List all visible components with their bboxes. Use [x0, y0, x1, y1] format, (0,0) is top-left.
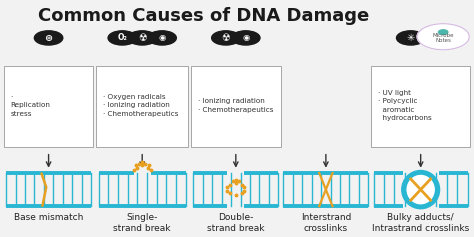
Text: ✳: ✳: [407, 33, 415, 43]
Ellipse shape: [418, 30, 432, 44]
Ellipse shape: [436, 34, 450, 49]
Text: O₂: O₂: [118, 33, 127, 42]
Ellipse shape: [445, 33, 459, 48]
Text: Microbe
Notes: Microbe Notes: [432, 33, 454, 43]
Circle shape: [34, 31, 63, 45]
Ellipse shape: [452, 32, 466, 46]
Ellipse shape: [454, 30, 469, 44]
Text: · UV light
· Polycyclic
  aromatic
  hydrocarbons: · UV light · Polycyclic aromatic hydroca…: [378, 90, 431, 121]
Text: · Ionizing radiation
· Chemotherapeutics: · Ionizing radiation · Chemotherapeutics: [198, 98, 273, 113]
Circle shape: [417, 24, 469, 50]
Circle shape: [232, 31, 260, 45]
Ellipse shape: [407, 175, 434, 204]
Circle shape: [148, 31, 176, 45]
Text: Bulky adducts/
Intrastrand crosslinks: Bulky adducts/ Intrastrand crosslinks: [372, 213, 469, 233]
FancyBboxPatch shape: [191, 66, 281, 147]
Circle shape: [438, 30, 448, 35]
Text: ☢: ☢: [138, 33, 146, 43]
Text: ◉: ◉: [242, 33, 249, 42]
Circle shape: [128, 31, 156, 45]
Ellipse shape: [420, 32, 435, 46]
FancyBboxPatch shape: [96, 66, 188, 147]
FancyBboxPatch shape: [371, 66, 470, 147]
Circle shape: [108, 31, 137, 45]
Circle shape: [211, 31, 240, 45]
Text: ⊗: ⊗: [427, 33, 435, 43]
Text: Common Causes of DNA Damage: Common Causes of DNA Damage: [38, 7, 369, 25]
Text: Interstrand
crosslinks: Interstrand crosslinks: [301, 213, 351, 233]
Ellipse shape: [420, 27, 435, 42]
Ellipse shape: [436, 25, 450, 39]
Text: Double-
strand break: Double- strand break: [207, 213, 264, 233]
Text: Base mismatch: Base mismatch: [14, 213, 83, 222]
Circle shape: [416, 31, 445, 45]
Ellipse shape: [427, 33, 441, 48]
Ellipse shape: [445, 26, 459, 40]
Ellipse shape: [427, 26, 441, 40]
Text: ⊛: ⊛: [45, 33, 53, 43]
Ellipse shape: [452, 27, 466, 42]
Ellipse shape: [402, 171, 439, 209]
Text: ·
Replication
stress: · Replication stress: [10, 94, 50, 117]
Text: · Oxygen radicals
· Ionizing radiation
· Chemotherapeutics: · Oxygen radicals · Ionizing radiation ·…: [103, 94, 178, 117]
FancyBboxPatch shape: [4, 66, 93, 147]
Text: ◉: ◉: [158, 33, 166, 42]
Text: ☢: ☢: [221, 33, 230, 43]
Circle shape: [396, 31, 425, 45]
Text: Single-
strand break: Single- strand break: [113, 213, 171, 233]
